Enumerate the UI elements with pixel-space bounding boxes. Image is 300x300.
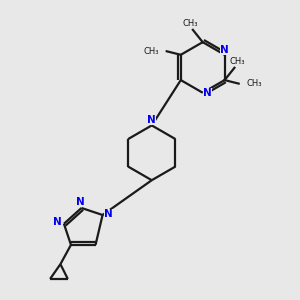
Text: CH₃: CH₃ <box>183 20 198 28</box>
Text: N: N <box>147 116 156 125</box>
Text: N: N <box>53 218 62 227</box>
Text: N: N <box>104 208 113 219</box>
Text: CH₃: CH₃ <box>246 79 262 88</box>
Text: N: N <box>203 88 212 98</box>
Text: CH₃: CH₃ <box>143 47 159 56</box>
Text: N: N <box>76 196 85 207</box>
Text: N: N <box>220 45 229 55</box>
Text: CH₃: CH₃ <box>229 57 244 66</box>
